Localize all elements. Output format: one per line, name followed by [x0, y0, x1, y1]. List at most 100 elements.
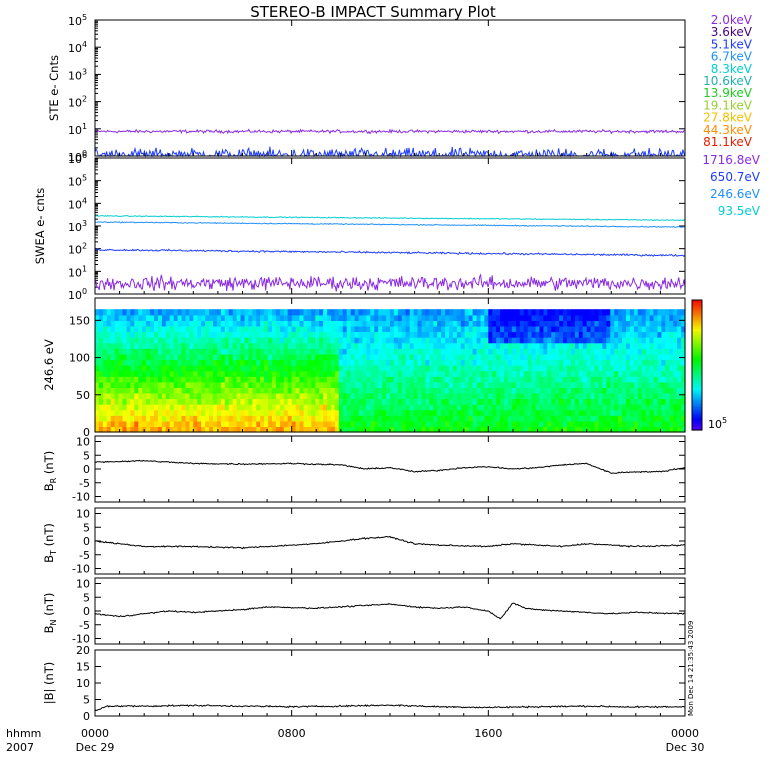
- heatmap-cell: [449, 359, 454, 366]
- heatmap-cell: [118, 337, 124, 344]
- heatmap-cell: [574, 398, 580, 405]
- heatmap-cell: [382, 398, 387, 405]
- heatmap-cell: [319, 320, 324, 327]
- heatmap-cell: [177, 359, 183, 366]
- heatmap-cell: [468, 387, 474, 394]
- heatmap-cell: [535, 348, 540, 355]
- heatmap-cell: [523, 381, 529, 388]
- heatmap-cell: [252, 331, 257, 338]
- heatmap-cell: [472, 370, 478, 377]
- heatmap-cell: [567, 331, 572, 338]
- heatmap-cell: [189, 392, 194, 400]
- heatmap-cell: [323, 420, 328, 427]
- heatmap-cell: [393, 381, 399, 388]
- heatmap-cell: [228, 370, 234, 377]
- heatmap-cell: [331, 325, 336, 333]
- heatmap-cell: [205, 420, 210, 427]
- heatmap-cell: [358, 365, 363, 372]
- heatmap-cell: [165, 392, 171, 400]
- heatmap-cell: [315, 314, 320, 321]
- heatmap-cell: [161, 370, 167, 377]
- heatmap-cell: [315, 398, 320, 405]
- heatmap-cell: [264, 415, 269, 422]
- heatmap-cell: [189, 409, 194, 416]
- heatmap-cell: [272, 426, 277, 433]
- heatmap-cell: [260, 398, 265, 405]
- heatmap-cell: [374, 359, 379, 366]
- heatmap-cell: [342, 398, 348, 405]
- heatmap-cell: [106, 348, 112, 355]
- heatmap-cell: [673, 325, 678, 333]
- heatmap-cell: [185, 348, 190, 355]
- heatmap-cell: [382, 370, 387, 377]
- heatmap-cell: [232, 325, 238, 333]
- heatmap-cell: [220, 420, 226, 427]
- heatmap-cell: [665, 342, 670, 349]
- heatmap-cell: [311, 426, 316, 433]
- heatmap-cell: [354, 420, 360, 427]
- heatmap-cell: [547, 415, 552, 422]
- heatmap-cell: [531, 404, 537, 411]
- heatmap-cell: [633, 342, 639, 349]
- heatmap-cell: [519, 365, 525, 372]
- heatmap-cell: [551, 348, 556, 355]
- heatmap-cell: [130, 359, 135, 366]
- heatmap-cell: [177, 392, 183, 400]
- heatmap-cell: [283, 314, 289, 321]
- heatmap-cell: [323, 398, 328, 405]
- heatmap-cell: [240, 365, 245, 372]
- heatmap-cell: [157, 370, 163, 377]
- heatmap-cell: [456, 331, 462, 338]
- heatmap-cell: [480, 415, 485, 422]
- heatmap-cell: [464, 331, 470, 338]
- heatmap-cell: [386, 359, 391, 366]
- heatmap-cell: [173, 376, 179, 383]
- heatmap-cell: [527, 387, 533, 394]
- heatmap-cell: [126, 337, 131, 344]
- heatmap-cell: [622, 415, 627, 422]
- heatmap-cell: [236, 376, 242, 383]
- heatmap-cell: [272, 381, 277, 388]
- heatmap-cell: [354, 398, 360, 405]
- heatmap-cell: [543, 320, 548, 327]
- heatmap-cell: [110, 331, 116, 338]
- heatmap-cell: [264, 381, 269, 388]
- heatmap-cell: [590, 320, 596, 327]
- heatmap-cell: [118, 370, 124, 377]
- colorbar-cell: [692, 313, 702, 316]
- heatmap-cell: [311, 309, 316, 316]
- heatmap-cell: [307, 415, 312, 422]
- heatmap-cell: [130, 353, 135, 360]
- heatmap-cell: [669, 420, 674, 427]
- heatmap-cell: [240, 337, 245, 344]
- heatmap-cell: [661, 342, 666, 349]
- heatmap-cell: [299, 387, 304, 394]
- heatmap-cell: [535, 392, 540, 400]
- colorbar-cell: [692, 386, 702, 390]
- heatmap-cell: [641, 392, 647, 400]
- heatmap-cell: [500, 314, 505, 321]
- heatmap-cell: [299, 325, 304, 333]
- heatmap-cell: [535, 370, 540, 377]
- heatmap-cell: [173, 370, 179, 377]
- heatmap-cell: [622, 398, 627, 405]
- heatmap-cell: [661, 353, 666, 360]
- heatmap-cell: [669, 381, 674, 388]
- heatmap-cell: [661, 337, 666, 344]
- heatmap-cell: [338, 353, 344, 360]
- heatmap-cell: [626, 365, 631, 372]
- heatmap-cell: [606, 398, 611, 405]
- panel-frame: [94, 507, 686, 575]
- heatmap-cell: [264, 359, 269, 366]
- heatmap-cell: [126, 404, 131, 411]
- heatmap-cell: [531, 376, 537, 383]
- heatmap-cell: [614, 365, 619, 372]
- heatmap-cell: [452, 415, 458, 422]
- heatmap-cell: [456, 353, 462, 360]
- heatmap-cell: [618, 426, 623, 433]
- heatmap-cell: [641, 348, 647, 355]
- heatmap-cell: [354, 309, 360, 316]
- heatmap-cell: [232, 376, 238, 383]
- heatmap-cell: [319, 426, 324, 433]
- heatmap-cell: [488, 376, 493, 383]
